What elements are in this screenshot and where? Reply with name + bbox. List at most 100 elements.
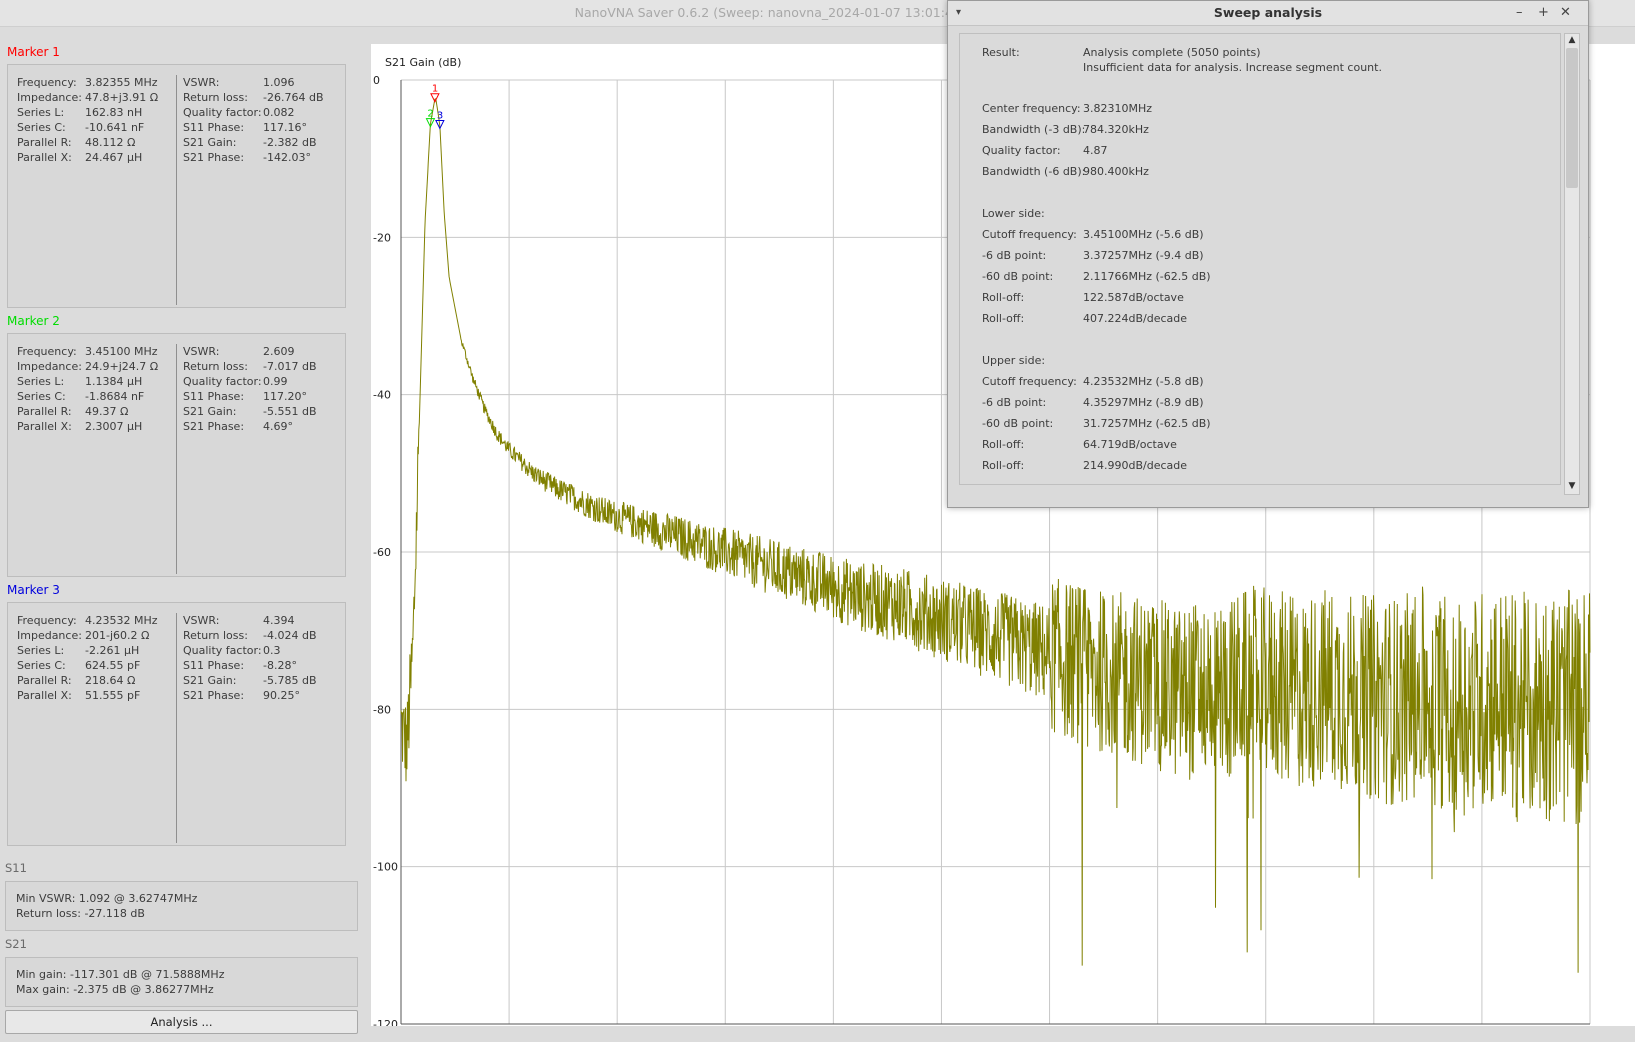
marker-field-value: 4.69° (263, 420, 293, 433)
marker-field: Frequency: 3.45100 MHz (17, 344, 177, 359)
sweep-row-value: 3.37257MHz (-9.4 dB) (1083, 249, 1204, 262)
marker-field: Parallel X: 51.555 pF (17, 688, 177, 703)
sweep-row-label: Result: (982, 46, 1020, 59)
marker-field: Quality factor: 0.3 (183, 643, 343, 658)
marker-2-triangle (425, 118, 436, 128)
close-icon[interactable]: ✕ (1560, 5, 1571, 20)
left-panel: Marker 1 Frequency: 3.82355 MHz Impedance: 4… (0, 40, 361, 1040)
sweep-row-label: -6 dB point: (982, 396, 1047, 409)
marker-3-triangle (435, 120, 445, 130)
sweep-row: Quality factor: 4.87 (960, 144, 1560, 159)
s21-gain-series-line (400, 98, 1591, 973)
marker-field-value: 4.394 (263, 614, 295, 627)
marker-field: S21 Phase: 4.69° (183, 419, 343, 434)
sweep-row: Roll-off: 407.224dB/decade (960, 312, 1560, 327)
sweep-row-value: Analysis complete (5050 points) (1083, 46, 1261, 59)
maximize-icon[interactable]: + (1538, 5, 1549, 20)
marker-field-label: VSWR: (183, 76, 220, 89)
marker-3-panel: Frequency: 4.23532 MHz Impedance: 201-j60.2… (7, 602, 346, 846)
marker-divider (176, 75, 177, 305)
marker-field-value: -10.641 nF (85, 121, 145, 134)
sweep-row-value: 3.45100MHz (-5.6 dB) (1083, 228, 1204, 241)
sweep-row: Bandwidth (-6 dB): 980.400kHz (960, 165, 1560, 180)
marker-field-value: 2.609 (263, 345, 295, 358)
marker-field-label: Quality factor: (183, 375, 262, 388)
marker-field-value: 117.16° (263, 121, 307, 134)
s11-return-loss: Return loss: -27.118 dB (16, 907, 145, 920)
scroll-thumb[interactable] (1566, 48, 1578, 188)
sweep-row-label: Quality factor: (982, 144, 1061, 157)
marker-3-label: 3 (437, 111, 443, 122)
marker-field: Return loss: -7.017 dB (183, 359, 343, 374)
sweep-row: Lower side: (960, 207, 1560, 222)
sweep-row: -6 dB point: 3.37257MHz (-9.4 dB) (960, 249, 1560, 264)
window-menu-icon[interactable]: ▾ (956, 7, 962, 18)
marker-2-label: Marker 2 (7, 314, 60, 328)
sweep-row-value: 4.23532MHz (-5.8 dB) (1083, 375, 1204, 388)
marker-field-label: S21 Phase: (183, 151, 245, 164)
scroll-down-icon[interactable]: ▼ (1568, 481, 1576, 491)
marker-field-label: Parallel X: (17, 420, 72, 433)
sweep-row: Cutoff frequency: 4.23532MHz (-5.8 dB) (960, 375, 1560, 390)
marker-2-left-column: Frequency: 3.45100 MHz Impedance: 24.9+j24.… (17, 344, 177, 434)
sweep-row-label: Bandwidth (-3 dB): (982, 123, 1086, 136)
marker-divider (176, 344, 177, 574)
marker-field: Impedance: 47.8+j3.91 Ω (17, 90, 177, 105)
sweep-row: Roll-off: 64.719dB/octave (960, 438, 1560, 453)
marker-field-label: Impedance: (17, 360, 82, 373)
marker-field: Series C: 624.55 pF (17, 658, 177, 673)
s21-min-gain: Min gain: -117.301 dB @ 71.5888MHz (16, 968, 225, 981)
marker-field-value: 49.37 Ω (85, 405, 129, 418)
marker-1-left-column: Frequency: 3.82355 MHz Impedance: 47.8+j3.9… (17, 75, 177, 165)
sweep-row-label: Bandwidth (-6 dB): (982, 165, 1086, 178)
marker-field: S21 Gain: -5.551 dB (183, 404, 343, 419)
marker-field: Return loss: -4.024 dB (183, 628, 343, 643)
marker-field-label: S21 Phase: (183, 689, 245, 702)
marker-field-value: -5.551 dB (263, 405, 317, 418)
marker-field-value: 0.99 (263, 375, 288, 388)
sweep-row-value: Insufficient data for analysis. Increase… (1083, 61, 1382, 74)
sweep-row-label: Upper side: (982, 354, 1046, 367)
marker-field-value: -1.8684 nF (85, 390, 145, 403)
marker-field-label: Parallel X: (17, 689, 72, 702)
sweep-row: Bandwidth (-3 dB): 784.320kHz (960, 123, 1560, 138)
sweep-analysis-window[interactable]: ▾ Sweep analysis – + ✕ Result: Analysis c… (947, 0, 1589, 508)
marker-field-label: S21 Gain: (183, 674, 237, 687)
sweep-row-value: 2.11766MHz (-62.5 dB) (1083, 270, 1211, 283)
marker-2-label: 2 (427, 109, 433, 120)
sweep-scrollbar[interactable]: ▲ ▼ (1564, 33, 1580, 495)
marker-field-value: 48.112 Ω (85, 136, 136, 149)
y-tick-label: 0 (373, 74, 380, 87)
marker-field-label: VSWR: (183, 345, 220, 358)
marker-1-right-column: VSWR: 1.096 Return loss: -26.764 dB Quality … (183, 75, 343, 165)
scroll-up-icon[interactable]: ▲ (1568, 35, 1576, 45)
marker-field: Parallel X: 2.3007 µH (17, 419, 177, 434)
marker-field-label: Series L: (17, 106, 65, 119)
sweep-titlebar[interactable]: ▾ Sweep analysis – + ✕ (948, 1, 1588, 26)
marker-field-value: 47.8+j3.91 Ω (85, 91, 159, 104)
marker-field: Series C: -10.641 nF (17, 120, 177, 135)
marker-field-label: Series L: (17, 375, 65, 388)
marker-field: VSWR: 2.609 (183, 344, 343, 359)
sweep-row: Roll-off: 214.990dB/decade (960, 459, 1560, 474)
marker-field: Parallel R: 48.112 Ω (17, 135, 177, 150)
sweep-row: -6 dB point: 4.35297MHz (-8.9 dB) (960, 396, 1560, 411)
marker-field-value: 1.096 (263, 76, 295, 89)
sweep-row: -60 dB point: 31.7257MHz (-62.5 dB) (960, 417, 1560, 432)
sweep-results: Result: Analysis complete (5050 points) In… (959, 33, 1561, 485)
analysis-button[interactable]: Analysis ... (5, 1010, 358, 1034)
marker-field-label: Return loss: (183, 91, 248, 104)
marker-2-panel: Frequency: 3.45100 MHz Impedance: 24.9+j24.… (7, 333, 346, 577)
sweep-row-value: 122.587dB/octave (1083, 291, 1184, 304)
marker-field: Frequency: 4.23532 MHz (17, 613, 177, 628)
sweep-row-value: 4.87 (1083, 144, 1108, 157)
minimize-icon[interactable]: – (1516, 5, 1523, 20)
marker-field-label: Series C: (17, 121, 66, 134)
sweep-row-label: Roll-off: (982, 438, 1025, 451)
marker-field: Series L: -2.261 µH (17, 643, 177, 658)
marker-field-value: 2.3007 µH (85, 420, 143, 433)
marker-field-value: 1.1384 µH (85, 375, 143, 388)
marker-field-label: S11 Phase: (183, 121, 245, 134)
marker-field: Series C: -1.8684 nF (17, 389, 177, 404)
marker-3-label: Marker 3 (7, 583, 60, 597)
